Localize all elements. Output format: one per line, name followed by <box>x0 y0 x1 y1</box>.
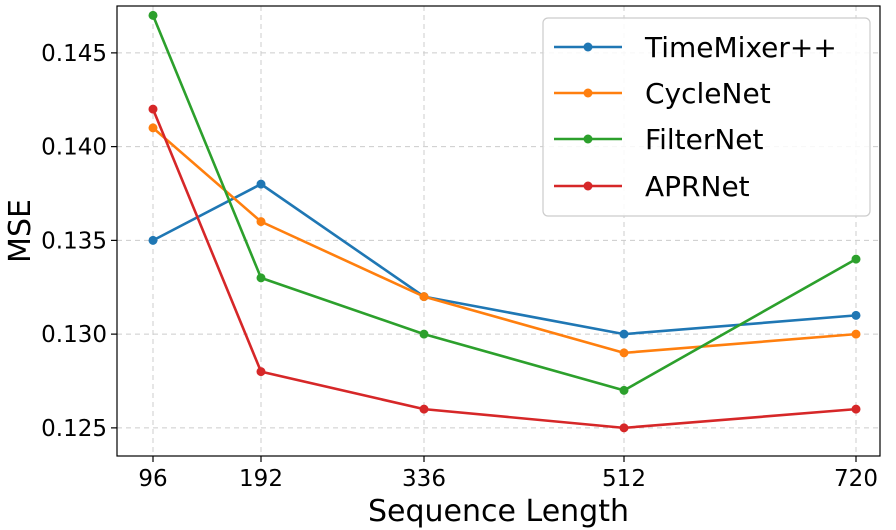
data-point-aprnet <box>619 423 629 433</box>
data-point-cyclenet <box>256 217 266 227</box>
data-point-aprnet <box>256 367 266 377</box>
legend-label: FilterNet <box>645 123 764 156</box>
legend-box <box>542 17 871 217</box>
series-aprnet <box>148 104 861 433</box>
data-point-timemixer <box>148 235 158 245</box>
data-point-cyclenet <box>419 292 429 302</box>
legend-marker <box>583 42 593 52</box>
legend-label: APRNet <box>645 170 750 203</box>
legend-item: TimeMixer++ <box>554 31 837 64</box>
x-tick-label: 96 <box>138 466 167 492</box>
axis-ticks: 96 192 336 512 720 0.125 0.130 0.135 0.140 0.145 <box>41 41 878 492</box>
y-tick-label: 0.145 <box>41 41 107 67</box>
data-point-filternet <box>148 10 158 20</box>
data-point-cyclenet <box>851 329 861 339</box>
legend-marker <box>583 134 593 144</box>
data-point-filternet <box>619 385 629 395</box>
legend: TimeMixer++ CycleNet FilterNet APRNet <box>542 17 871 217</box>
data-point-cyclenet <box>619 348 629 358</box>
data-point-filternet <box>256 273 266 283</box>
y-tick-label: 0.140 <box>41 135 107 161</box>
y-tick-label: 0.135 <box>41 228 107 254</box>
data-point-timemixer <box>256 179 266 189</box>
x-tick-label: 720 <box>834 466 878 492</box>
x-tick-label: 512 <box>602 466 646 492</box>
legend-item: FilterNet <box>554 123 764 156</box>
y-tick-label: 0.125 <box>41 416 107 442</box>
data-point-filternet <box>419 329 429 339</box>
data-point-aprnet <box>419 404 429 414</box>
legend-label: CycleNet <box>645 77 771 110</box>
data-point-filternet <box>851 254 861 264</box>
series-filternet <box>148 10 861 395</box>
y-axis-label: MSE <box>3 199 38 263</box>
x-tick-label: 336 <box>402 466 446 492</box>
legend-marker <box>583 181 593 191</box>
plot-frame <box>116 5 881 457</box>
data-point-timemixer <box>619 329 629 339</box>
legend-item: APRNet <box>554 170 750 203</box>
data-point-timemixer <box>851 310 861 320</box>
y-tick-label: 0.130 <box>41 322 107 348</box>
x-tick-label: 192 <box>239 466 283 492</box>
data-point-cyclenet <box>148 123 158 133</box>
legend-label: TimeMixer++ <box>644 31 837 64</box>
legend-item: CycleNet <box>554 77 771 110</box>
legend-marker <box>583 88 593 98</box>
data-point-aprnet <box>851 404 861 414</box>
x-axis-label: Sequence Length <box>368 494 629 529</box>
data-point-aprnet <box>148 104 158 114</box>
series-layer <box>148 10 861 433</box>
